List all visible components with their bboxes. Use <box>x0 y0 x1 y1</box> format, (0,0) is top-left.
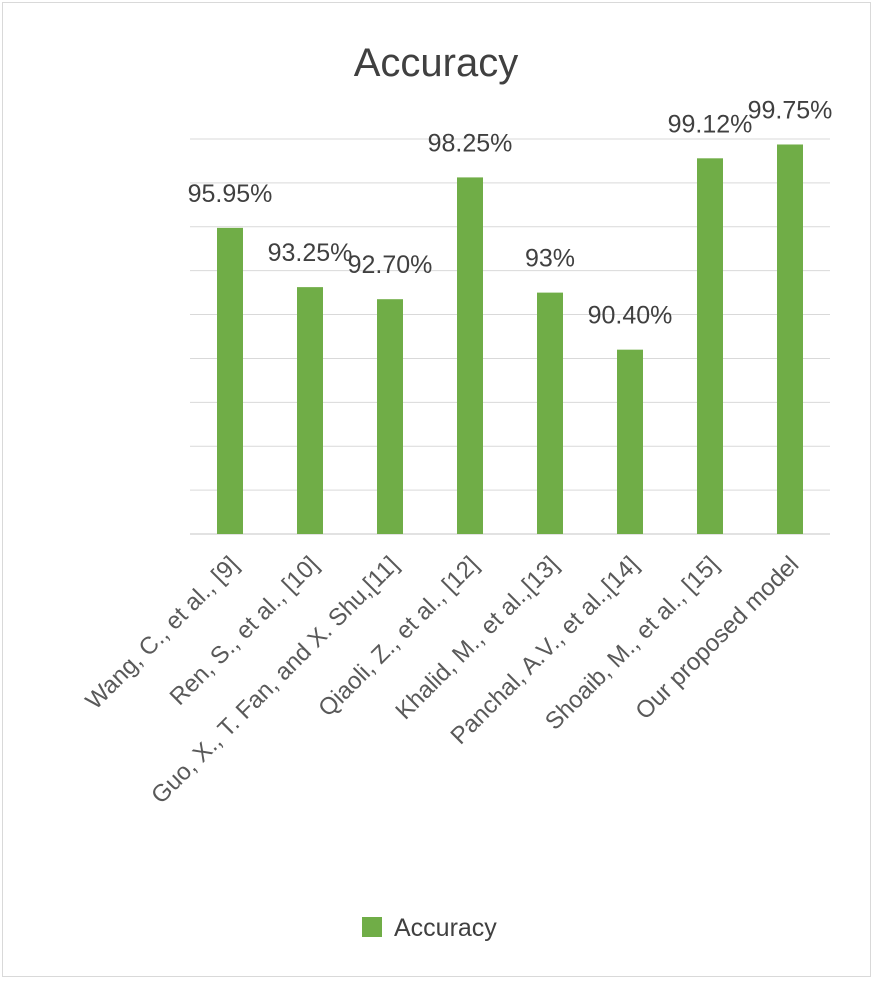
bar <box>297 287 323 534</box>
category-label: Our proposed model <box>630 551 804 725</box>
data-label: 95.95% <box>188 180 273 208</box>
data-label: 93% <box>525 245 575 273</box>
bar <box>457 177 483 534</box>
bar <box>377 299 403 534</box>
chart-title: Accuracy <box>354 41 519 85</box>
data-label: 99.12% <box>668 110 753 138</box>
data-label: 92.70% <box>348 251 433 279</box>
data-label: 93.25% <box>268 239 353 267</box>
category-label: Wang, C., et al., [9] <box>81 551 245 715</box>
data-label: 98.25% <box>428 129 513 157</box>
bar <box>777 144 803 534</box>
data-labels: 95.95% 93.25%92.70% 98.25% 93% 90.40% 99.12%9… <box>188 96 833 329</box>
category-labels: Wang, C., et al., [9]Ren, S., et al., [1… <box>81 551 805 809</box>
legend-swatch <box>362 917 382 937</box>
bar <box>537 292 563 534</box>
legend: Accuracy <box>362 914 497 942</box>
gridlines <box>190 138 830 535</box>
data-label: 90.40% <box>588 302 673 330</box>
bar <box>217 227 243 534</box>
category-label: Ren, S., et al., [10] <box>165 551 325 711</box>
data-label: 99.75% <box>748 96 833 124</box>
bars <box>217 144 803 535</box>
legend-label: Accuracy <box>394 914 497 942</box>
bar <box>697 158 723 535</box>
bar <box>617 349 643 534</box>
